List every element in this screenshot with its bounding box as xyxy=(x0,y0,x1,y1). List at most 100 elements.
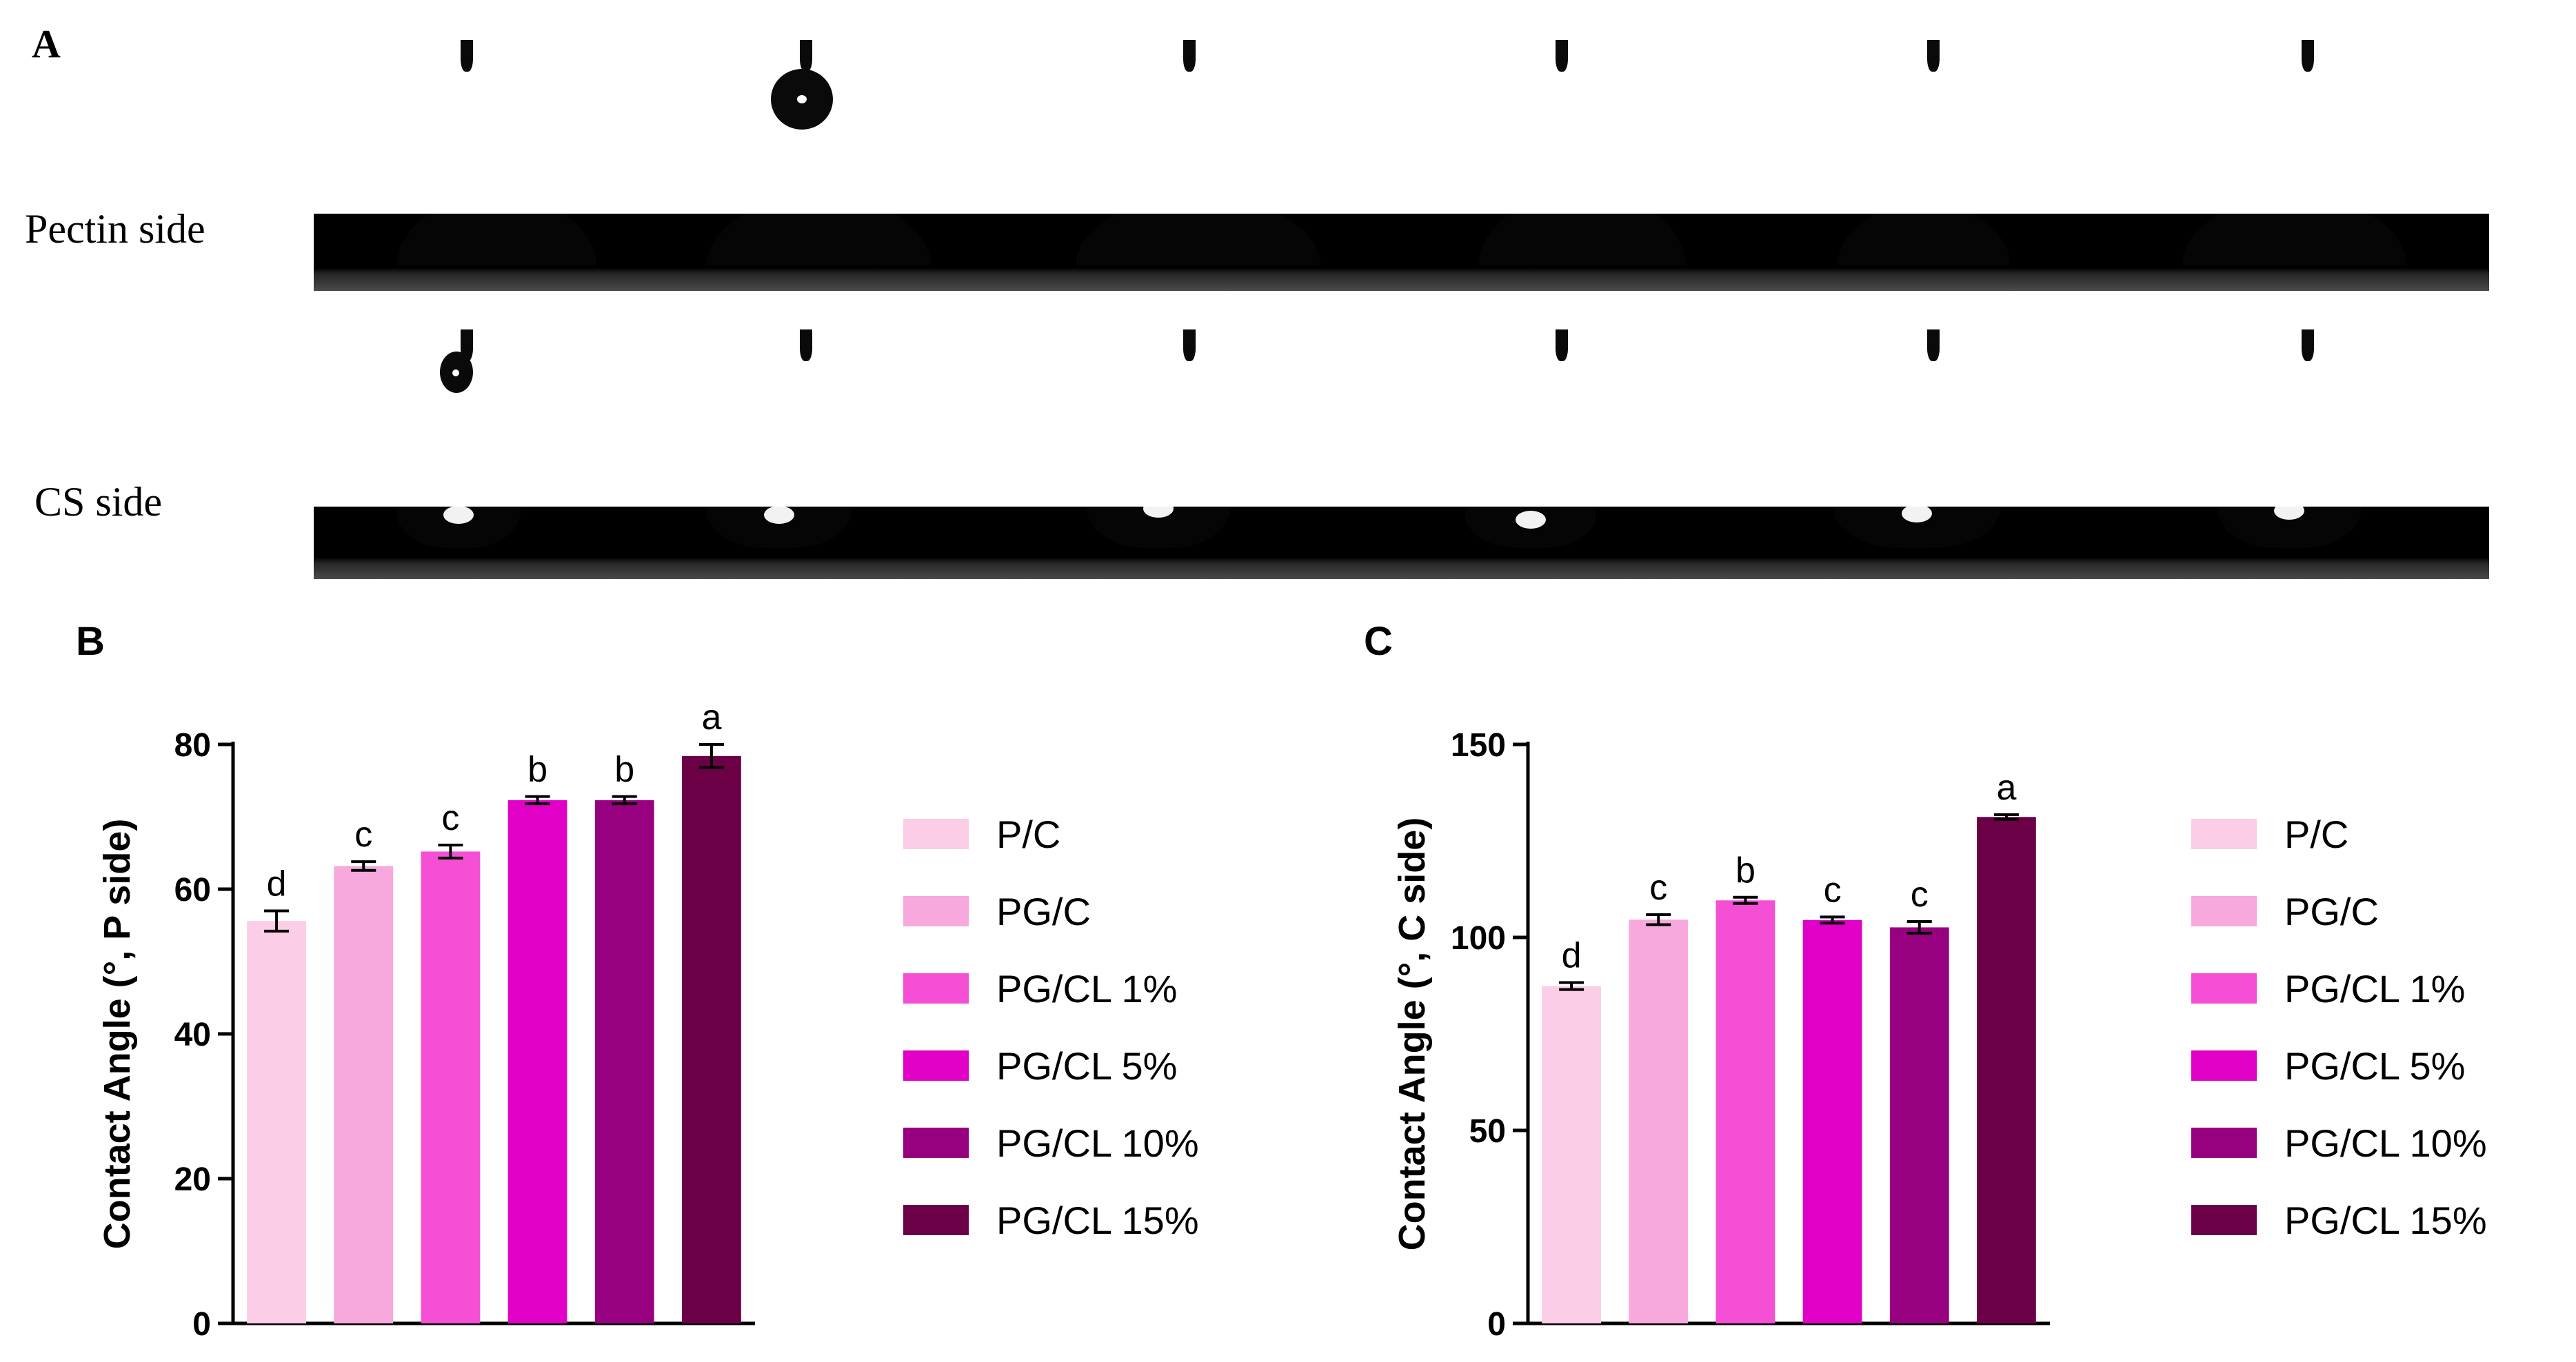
chart-b-significance-letter-4: b xyxy=(614,750,634,790)
chart-c-bar-1 xyxy=(1629,919,1689,1323)
pendant-drop-large-top-highlight xyxy=(797,95,807,103)
chart-c-legend-swatch-4 xyxy=(2191,1128,2257,1158)
needle-top-5 xyxy=(1927,40,1940,72)
chart-b-significance-letter-1: c xyxy=(354,815,372,855)
pectin-side-label: Pectin side xyxy=(25,206,205,252)
chart-c-significance-letter-2: b xyxy=(1735,851,1755,891)
chart-c-y-tick-label-0: 0 xyxy=(1487,1306,1506,1343)
chart-b-legend-swatch-1 xyxy=(903,896,969,926)
chart-b-bar-2 xyxy=(421,851,481,1323)
pectin-photo-6 xyxy=(2117,214,2489,291)
cs-droplet-6 xyxy=(2217,507,2362,548)
needle-top-3 xyxy=(1183,40,1196,72)
cs-photo-2 xyxy=(617,507,993,579)
chart-b-bar-3 xyxy=(507,800,567,1323)
pectin-photo-5 xyxy=(1741,214,2117,291)
cs-side-droplet-strip xyxy=(314,507,2489,579)
chart-c-significance-letter-5: a xyxy=(1996,768,2016,808)
chart-b-legend-label-1: PG/C xyxy=(996,890,1091,933)
needle-bottom-6 xyxy=(2302,329,2314,361)
cs-side-label: CS side xyxy=(34,479,163,525)
chart-c-legend-swatch-3 xyxy=(2191,1050,2257,1081)
pectin-photo-1 xyxy=(314,214,617,291)
chart-c-error-bar-5 xyxy=(1993,813,2019,821)
cs-droplet-highlight-6 xyxy=(2274,507,2304,520)
chart-b-significance-letter-2: c xyxy=(441,798,459,838)
chart-c-error-bar-4 xyxy=(1906,920,1932,935)
pendant-drop-large-top xyxy=(771,69,833,130)
chart-c-panel-letter: C xyxy=(1364,619,1393,664)
chart-b-error-bar-0 xyxy=(264,909,290,933)
chart-c-legend-swatch-2 xyxy=(2191,973,2257,1004)
chart-c-significance-letter-4: c xyxy=(1911,875,1929,915)
chart-c-y-tick-label-1: 50 xyxy=(1469,1113,1506,1150)
chart-c-legend-label-5: PG/CL 15% xyxy=(2284,1199,2487,1242)
chart-b-error-bar-4 xyxy=(612,795,637,806)
needle-top-4 xyxy=(1556,40,1568,72)
chart-c-legend-label-0: P/C xyxy=(2284,813,2348,856)
chart-b-legend-swatch-2 xyxy=(903,973,969,1004)
pectin-side-droplet-strip xyxy=(314,214,2489,291)
chart-b-bar-5 xyxy=(682,755,741,1323)
pectin-photo-2 xyxy=(617,214,993,291)
cs-droplet-highlight-2 xyxy=(764,507,794,525)
chart-b-error-bar-1 xyxy=(351,860,376,872)
pectin-droplet-3 xyxy=(1076,214,1320,265)
chart-b-legend-label-0: P/C xyxy=(996,813,1060,856)
chart-c-y-axis-label: Contact Angle (°, C side) xyxy=(1391,817,1433,1251)
chart-c-bar-5 xyxy=(1977,817,2036,1323)
pectin-droplet-5 xyxy=(1838,214,2010,265)
chart-c-error-bar-1 xyxy=(1646,913,1671,926)
chart-b-bar-0 xyxy=(247,921,306,1323)
chart-panel-c: C 0 50 100 150 Contact Angle (°, C side) d c b c c… xyxy=(1364,619,2487,1343)
chart-b-legend-swatch-3 xyxy=(903,1050,969,1081)
chart-panel-b: B 0 20 40 60 80 Contact Angle (°, P side) d c c b b… xyxy=(76,619,1199,1343)
chart-b-bar-1 xyxy=(334,866,394,1323)
cs-photo-1 xyxy=(314,507,617,579)
chart-c-bar-2 xyxy=(1715,900,1775,1323)
cs-photo-6 xyxy=(2117,507,2489,579)
chart-c-y-tick-label-3: 150 xyxy=(1451,727,1506,764)
pectin-droplet-4 xyxy=(1479,214,1686,265)
pectin-photo-4 xyxy=(1369,214,1741,291)
chart-b-legend-label-4: PG/CL 10% xyxy=(996,1121,1199,1165)
chart-c-legend-label-4: PG/CL 10% xyxy=(2284,1121,2487,1165)
chart-c-legend-label-1: PG/C xyxy=(2284,890,2379,933)
chart-b-y-tick-label-2: 40 xyxy=(174,1017,211,1053)
chart-c-significance-letter-3: c xyxy=(1824,870,1842,910)
chart-c-significance-letter-0: d xyxy=(1562,936,1582,976)
cs-droplet-highlight-3 xyxy=(1143,507,1174,518)
pectin-droplet-6 xyxy=(2182,214,2406,265)
chart-b-legend-label-2: PG/CL 1% xyxy=(996,967,1177,1010)
chart-c-legend-label-3: PG/CL 5% xyxy=(2284,1044,2465,1088)
chart-c-error-bar-2 xyxy=(1733,895,1758,905)
chart-c-bar-3 xyxy=(1802,919,1862,1323)
cs-droplet-highlight-4 xyxy=(1516,511,1546,529)
chart-c-legend-swatch-5 xyxy=(2191,1205,2257,1235)
needle-bottom-5 xyxy=(1927,329,1940,361)
cs-droplet-highlight-5 xyxy=(1902,507,1932,522)
chart-c-legend-swatch-0 xyxy=(2191,819,2257,849)
chart-c-bar-4 xyxy=(1889,927,1949,1323)
needle-bottom-4 xyxy=(1556,329,1568,361)
cs-droplet-2 xyxy=(707,507,852,548)
chart-b-y-tick-label-1: 20 xyxy=(174,1161,211,1198)
cs-droplet-3 xyxy=(1086,507,1231,548)
chart-b-error-bar-5 xyxy=(698,743,724,769)
chart-c-y-tick-label-2: 100 xyxy=(1451,920,1506,957)
chart-b-legend-label-3: PG/CL 5% xyxy=(996,1044,1177,1088)
chart-b-significance-letter-5: a xyxy=(701,698,721,738)
needle-top-1 xyxy=(461,40,473,72)
cs-droplet-highlight-1 xyxy=(443,507,474,525)
chart-b-significance-letter-0: d xyxy=(267,864,287,904)
chart-c-error-bar-0 xyxy=(1559,981,1584,991)
chart-b-panel-letter: B xyxy=(76,619,105,664)
chart-b-y-axis-label: Contact Angle (°, P side) xyxy=(97,819,138,1250)
cs-photo-5 xyxy=(1741,507,2117,579)
chart-b-y-tick-label-0: 0 xyxy=(192,1306,211,1343)
pectin-droplet-2 xyxy=(707,214,931,265)
cs-photo-3 xyxy=(993,507,1369,579)
chart-b-significance-letter-3: b xyxy=(527,750,547,790)
cs-droplet-4 xyxy=(1465,507,1596,548)
chart-b-y-tick-label-4: 80 xyxy=(174,727,211,764)
